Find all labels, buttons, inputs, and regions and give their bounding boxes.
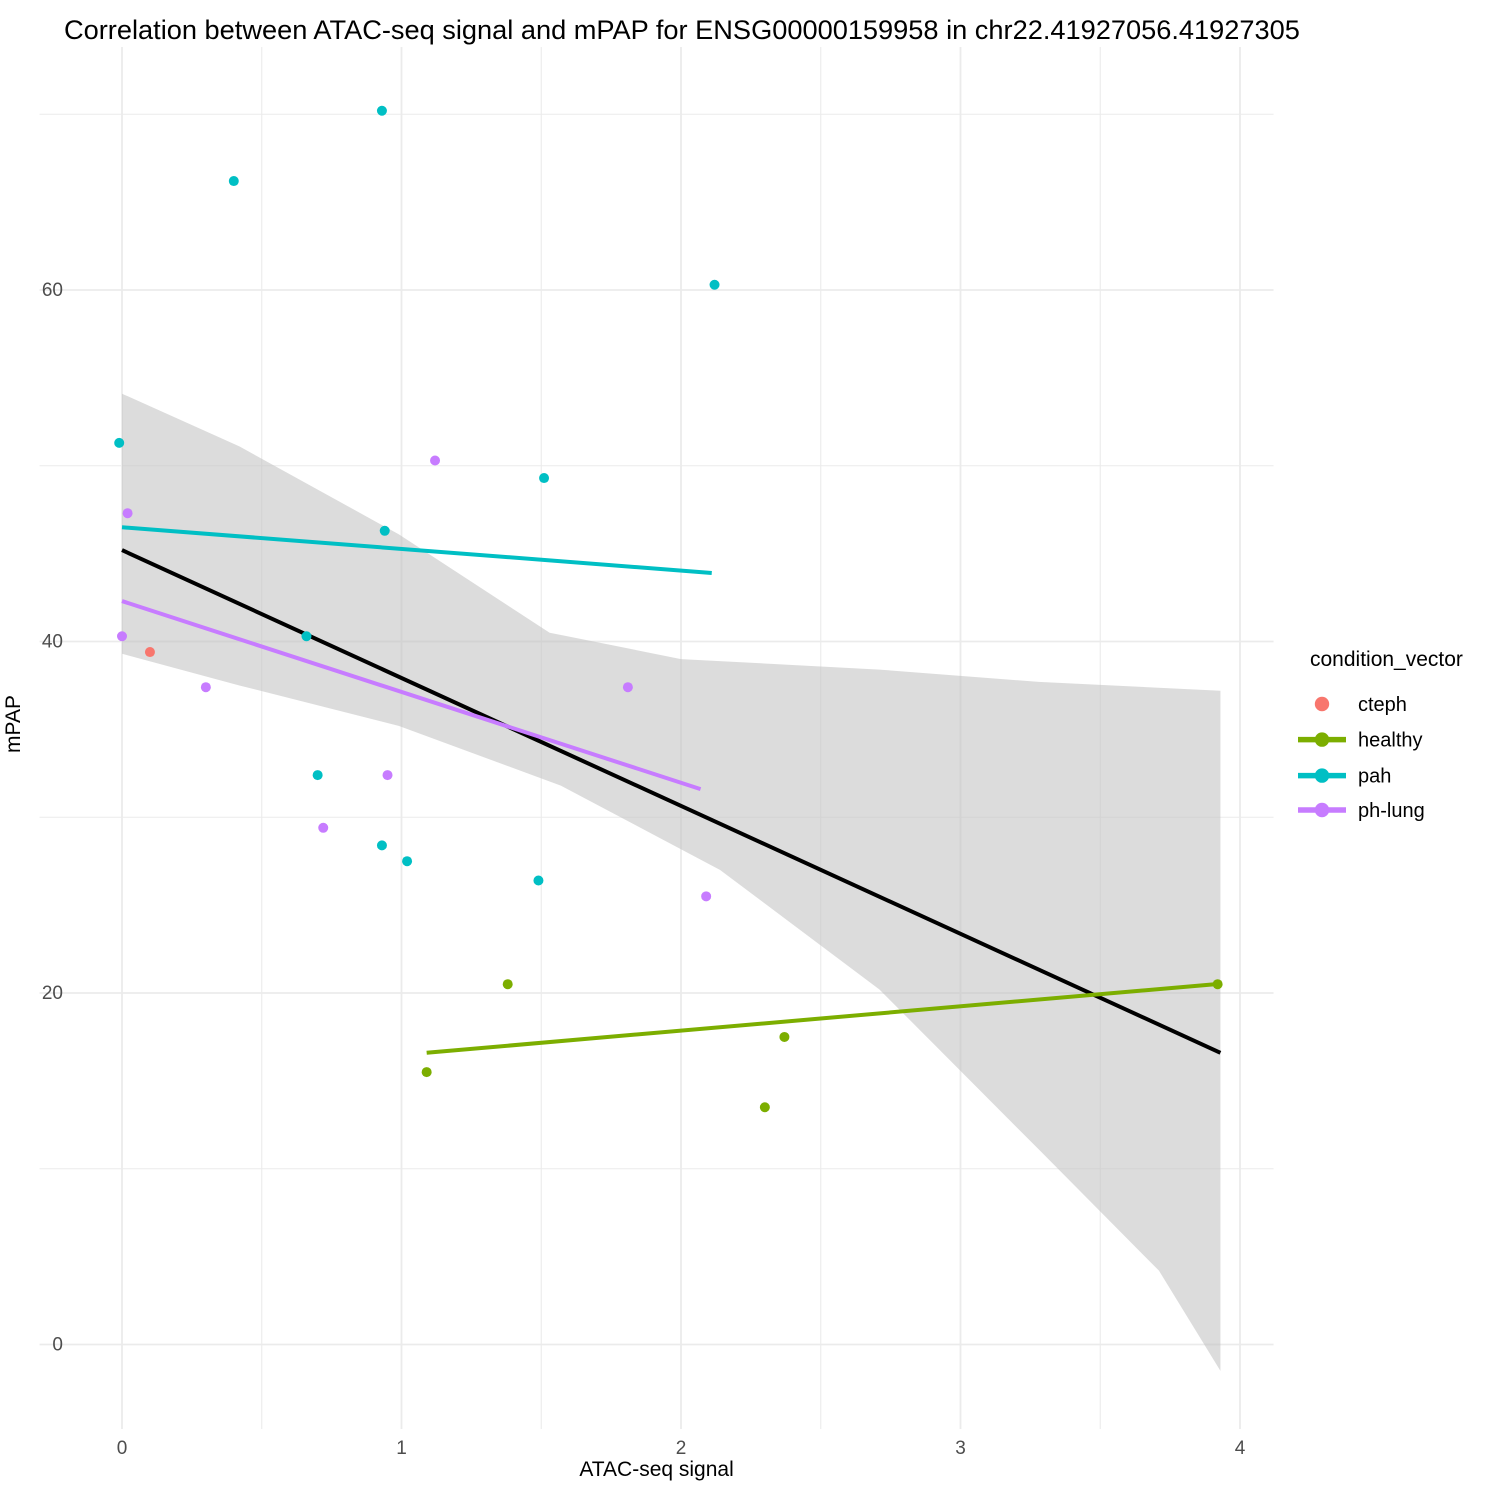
svg-text:40: 40 (42, 632, 63, 653)
svg-text:3: 3 (955, 1438, 966, 1459)
svg-text:1: 1 (396, 1438, 407, 1459)
svg-text:pah: pah (1358, 766, 1391, 788)
svg-text:2: 2 (676, 1438, 687, 1459)
svg-text:ph-lung: ph-lung (1358, 800, 1425, 822)
svg-text:mPAP: mPAP (2, 695, 25, 753)
svg-text:healthy: healthy (1358, 730, 1423, 752)
svg-text:condition_vector: condition_vector (1310, 648, 1463, 671)
svg-text:ATAC-seq signal: ATAC-seq signal (579, 1458, 733, 1481)
svg-text:cteph: cteph (1358, 694, 1407, 716)
svg-text:20: 20 (42, 983, 63, 1004)
svg-text:4: 4 (1235, 1438, 1246, 1459)
svg-text:0: 0 (117, 1438, 128, 1459)
svg-text:60: 60 (42, 280, 63, 301)
svg-text:0: 0 (52, 1335, 63, 1356)
